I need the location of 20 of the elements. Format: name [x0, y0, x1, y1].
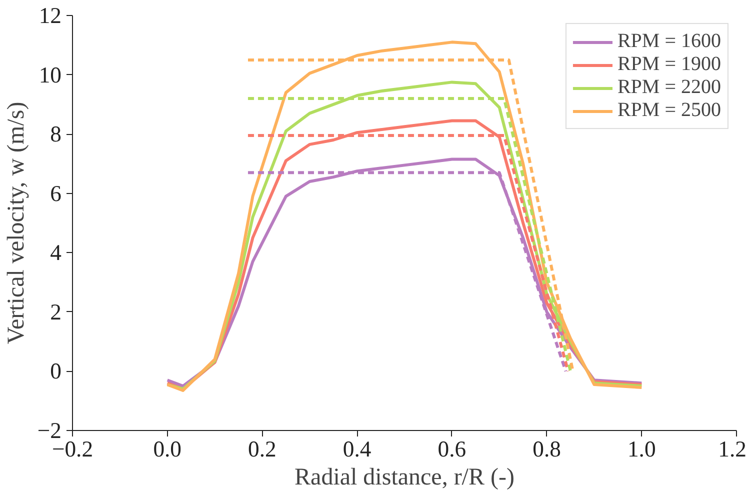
x-tick-label: 0.8 — [532, 436, 561, 462]
y-tick-label: 6 — [50, 180, 62, 206]
x-tick-label: 0.0 — [153, 436, 182, 462]
y-tick-label: 4 — [50, 240, 62, 266]
x-tick-label: 1.0 — [627, 436, 656, 462]
legend-label: RPM = 1900 — [617, 53, 721, 76]
y-axis-title: Vertical velocity, w (m/s) — [3, 102, 30, 344]
x-tick-label: 0.6 — [438, 436, 466, 462]
x-tick-label: 0.4 — [342, 436, 372, 462]
legend-label: RPM = 2200 — [617, 76, 721, 99]
y-tick-label: 8 — [50, 122, 62, 147]
x-tick-label: 1.2 — [718, 436, 746, 462]
y-tick-label: 10 — [38, 62, 62, 88]
y-tick-label: 12 — [38, 3, 62, 28]
x-tick-label: 0.2 — [248, 436, 276, 462]
legend-label: RPM = 2500 — [617, 99, 721, 122]
x-axis-title: Radial distance, r/R (-) — [294, 464, 514, 490]
legend-label: RPM = 1600 — [617, 30, 721, 53]
y-tick-label: 0 — [50, 358, 62, 384]
y-tick-label: 2 — [50, 299, 62, 324]
